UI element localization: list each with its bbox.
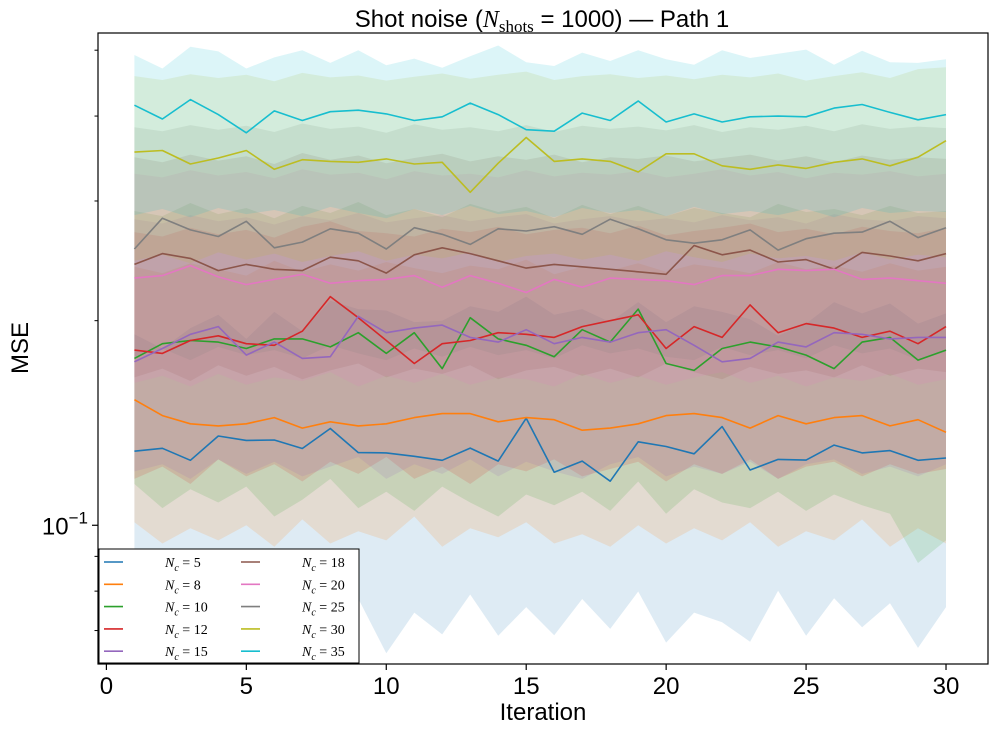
legend-label-n-c-15: Nc = 15 (164, 645, 208, 663)
line-n-c-20 (134, 264, 947, 294)
legend-entries: Nc = 5 Nc = 8 Nc = 10 Nc = 12 Nc = 15 Nc = 18… (104, 556, 345, 663)
x-axis-label: Iteration (500, 699, 587, 726)
y-axis-label: MSE (7, 322, 34, 374)
legend-label-n-c-30: Nc = 30 (301, 623, 345, 641)
confidence-bands (134, 45, 946, 654)
legend-label-n-c-18: Nc = 18 (301, 556, 345, 574)
legend-label-n-c-25: Nc = 25 (301, 601, 345, 619)
band-n-c-35 (134, 45, 946, 219)
y-tick-label-major: 10−1 (42, 508, 88, 540)
legend-label-n-c-12: Nc = 12 (164, 623, 208, 641)
chart-title: Shot noise (Nshots = 1000) — Path 1 (355, 6, 730, 36)
y-axis-ticks: 10−1 (42, 49, 98, 632)
line-n-c-15 (134, 315, 946, 363)
band-n-c-15 (134, 213, 946, 479)
line-n-c-25 (133, 217, 947, 251)
band-n-c-20 (134, 169, 946, 387)
x-axis-ticks: 0 5 10 15 20 25 30 (100, 664, 960, 700)
legend-label-n-c-20: Nc = 20 (301, 578, 345, 596)
line-n-c-5 (134, 417, 947, 483)
line-n-c-30 (134, 136, 947, 194)
line-n-c-8 (134, 399, 947, 434)
x-tick-label-10: 10 (373, 673, 400, 700)
x-tick-label-15: 15 (513, 673, 540, 700)
legend-label-n-c-8: Nc = 8 (164, 578, 201, 596)
plot-area (98, 33, 988, 664)
legend-label-n-c-35: Nc = 35 (301, 645, 345, 663)
legend-label-n-c-5: Nc = 5 (164, 556, 201, 574)
band-n-c-8 (134, 259, 946, 547)
band-n-c-12 (134, 221, 946, 485)
legend-box (98, 548, 360, 664)
x-tick-label-30: 30 (933, 673, 960, 700)
line-n-c-10 (134, 308, 947, 372)
legend-label-n-c-10: Nc = 10 (164, 601, 208, 619)
line-n-c-35 (134, 98, 947, 134)
axes-frame (97, 32, 989, 665)
legend: Nc = 5 Nc = 8 Nc = 10 Nc = 12 Nc = 15 Nc = 18… (98, 548, 360, 664)
series-lines (133, 98, 947, 483)
x-tick-label-20: 20 (653, 673, 680, 700)
x-tick-label-0: 0 (100, 673, 113, 700)
band-n-c-30 (134, 67, 946, 264)
x-tick-label-5: 5 (240, 673, 253, 700)
band-n-c-10 (134, 202, 946, 563)
x-tick-label-25: 25 (793, 673, 820, 700)
line-n-c-18 (134, 244, 947, 276)
